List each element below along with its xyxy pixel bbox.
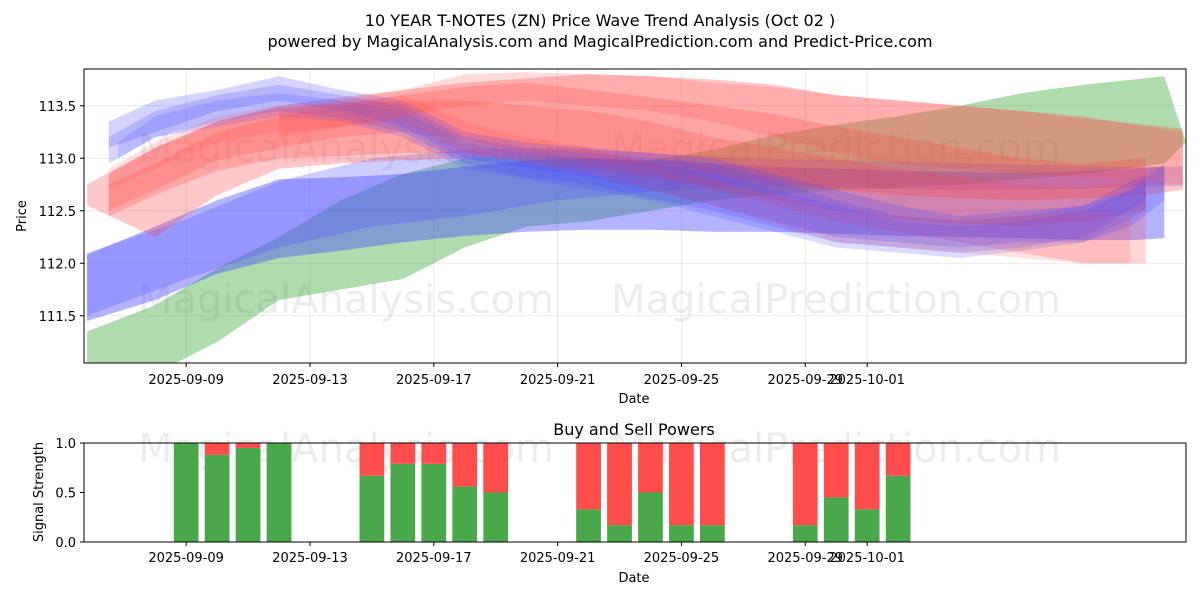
- buy-sell-y-ticks: 0.0 0.5 1.0: [55, 437, 84, 551]
- buy-sell-x-tick-label: 2025-09-29: [767, 551, 843, 566]
- buy-bar: [359, 475, 385, 542]
- buy-sell-x-tick-label: 2025-09-09: [148, 551, 224, 566]
- sell-bar: [359, 443, 385, 476]
- buy-bar: [669, 525, 694, 542]
- price-y-ticks: 111.5 112.0 112.5 113.0 113.5: [39, 100, 84, 325]
- sell-bar: [823, 443, 849, 498]
- buy-bar: [204, 454, 230, 542]
- watermark-analysis-bottom: MagicalAnalysis.com: [138, 277, 554, 323]
- buy-bar: [576, 509, 601, 542]
- wave-band-blue-diag: [87, 147, 1183, 316]
- buy-bar: [173, 443, 199, 542]
- sell-bar: [390, 443, 416, 464]
- buy-bar: [266, 443, 292, 542]
- price-y-axis-label: Price: [15, 200, 30, 232]
- wave-band-pink-wave: [108, 95, 1131, 264]
- wave-bands: [87, 72, 1186, 363]
- buy-bar: [421, 463, 447, 542]
- price-x-tick-label: 2025-10-01: [829, 373, 905, 388]
- watermark-prediction-bottom: MagicalPrediction.com: [611, 277, 1061, 323]
- buy-sell-x-tick-label: 2025-09-25: [644, 551, 720, 566]
- price-y-tick-label: 113.0: [39, 152, 76, 167]
- sell-bar: [576, 443, 601, 510]
- sell-bar: [854, 443, 880, 510]
- wave-band-red-1: [87, 74, 1183, 237]
- price-x-tick-label: 2025-09-09: [148, 373, 224, 388]
- sell-bar: [204, 443, 230, 455]
- buy-bar: [235, 447, 261, 542]
- sell-bar: [235, 443, 261, 448]
- chart-subtitle: powered by MagicalAnalysis.com and Magic…: [267, 32, 932, 51]
- buy-bar: [483, 492, 509, 542]
- wave-band-green-band: [87, 76, 1186, 363]
- buy-bar: [854, 509, 880, 542]
- buy-bar: [638, 492, 663, 542]
- buy-sell-x-tick-label: 2025-10-01: [829, 551, 905, 566]
- price-x-ticks: 2025-09-09 2025-09-13 2025-09-17 2025-09-21…: [148, 363, 905, 388]
- price-panel: MagicalAnalysis.com MagicalPrediction.co…: [15, 68, 1187, 407]
- sell-bar: [483, 443, 509, 493]
- price-y-tick-label: 112.5: [39, 205, 76, 220]
- wave-band-red-3: [108, 100, 1146, 264]
- wave-band-blue-wave-1: [108, 76, 1165, 248]
- buy-bar: [885, 475, 911, 542]
- wave-band-blue-wave-3: [118, 93, 1146, 258]
- buy-sell-y-tick-label: 1.0: [55, 437, 76, 452]
- price-grid: [84, 69, 1186, 363]
- sell-bar: [452, 443, 478, 487]
- price-x-tick-label: 2025-09-25: [644, 373, 720, 388]
- buy-bar: [700, 525, 725, 542]
- buy-bar: [823, 497, 849, 542]
- buy-sell-x-tick-label: 2025-09-17: [396, 551, 472, 566]
- price-y-tick-label: 113.5: [39, 100, 76, 115]
- price-plot-area: [84, 69, 1186, 363]
- buy-sell-y-tick-label: 0.0: [55, 536, 76, 551]
- sell-bar: [700, 443, 725, 526]
- price-y-tick-label: 111.5: [39, 310, 76, 325]
- sell-bar: [638, 443, 663, 493]
- buy-sell-y-tick-label: 0.5: [55, 487, 76, 502]
- buy-bar: [452, 486, 478, 542]
- wave-band-blue-wave-2: [108, 84, 1146, 253]
- watermark-analysis-top: MagicalAnalysis.com: [138, 126, 554, 172]
- wave-band-blue-long: [87, 158, 1165, 321]
- chart-title: 10 YEAR T-NOTES (ZN) Price Wave Trend An…: [365, 11, 835, 30]
- price-x-tick-label: 2025-09-21: [520, 373, 596, 388]
- buy-bar: [390, 463, 416, 542]
- sell-bar: [669, 443, 694, 526]
- sell-bar: [607, 443, 632, 526]
- sell-bar: [421, 443, 447, 464]
- price-x-tick-label: 2025-09-13: [272, 373, 348, 388]
- buy-bar: [792, 525, 818, 542]
- wave-band-red-2: [108, 82, 1146, 227]
- buy-sell-x-tick-label: 2025-09-21: [520, 551, 596, 566]
- price-y-tick-label: 112.0: [39, 257, 76, 272]
- price-plot-frame: [83, 68, 1187, 364]
- sell-bar: [792, 443, 818, 526]
- sell-bar: [885, 443, 911, 476]
- price-x-tick-label: 2025-09-17: [396, 373, 472, 388]
- price-x-tick-label: 2025-09-29: [767, 373, 843, 388]
- buy-sell-x-tick-label: 2025-09-13: [272, 551, 348, 566]
- buy-sell-title: Buy and Sell Powers: [553, 420, 715, 439]
- buy-sell-y-axis-label: Signal Strength: [32, 442, 47, 542]
- buy-sell-x-axis-label: Date: [618, 571, 649, 586]
- buy-sell-bars: [173, 443, 911, 542]
- buy-bar: [607, 525, 632, 542]
- buy-sell-x-ticks: 2025-09-09 2025-09-13 2025-09-17 2025-09-21…: [148, 542, 905, 566]
- wave-band-red-top: [279, 72, 1183, 185]
- watermark-prediction-top: MagicalPrediction.com: [611, 126, 1061, 172]
- price-x-axis-label: Date: [618, 392, 649, 407]
- buy-sell-panel: Buy and Sell Powers MagicalAnalysis.com …: [32, 420, 1187, 586]
